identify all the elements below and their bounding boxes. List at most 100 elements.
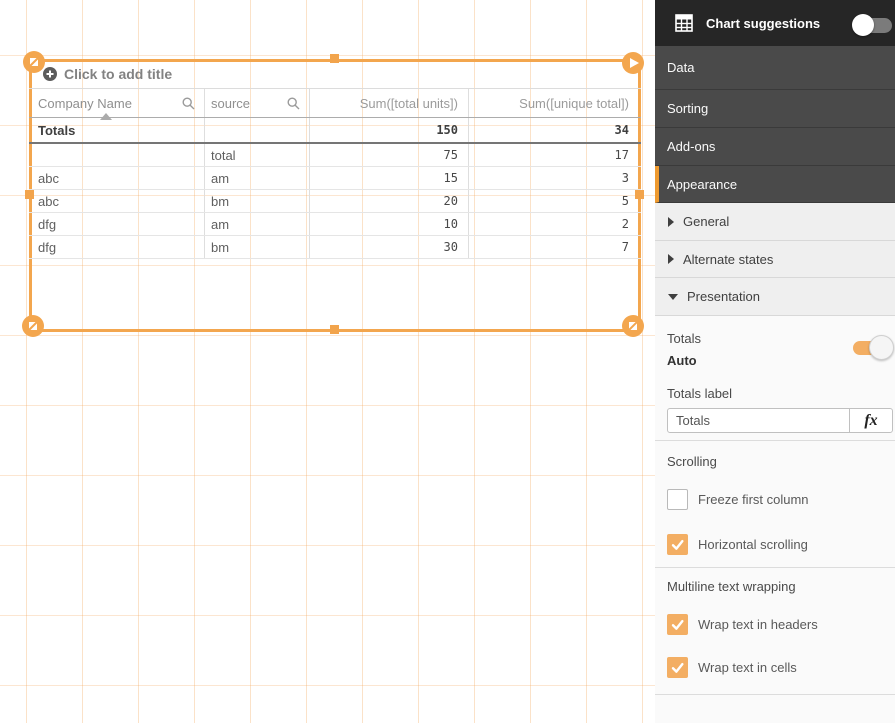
totals-toggle[interactable] xyxy=(853,335,895,361)
table-icon xyxy=(675,14,693,32)
column-header-company-name[interactable]: Company Name xyxy=(29,89,205,117)
sort-ascending-icon xyxy=(100,113,112,120)
nav-item-appearance[interactable]: Appearance xyxy=(655,166,895,203)
totals-setting-label: Totals xyxy=(667,331,701,346)
nav-item-data[interactable]: Data xyxy=(655,46,895,90)
nav-item-sorting[interactable]: Sorting xyxy=(655,90,895,128)
check-icon xyxy=(671,619,684,630)
source-cell[interactable]: bm xyxy=(205,190,310,212)
play-icon xyxy=(630,58,639,68)
accordion-alternate-states[interactable]: Alternate states xyxy=(655,241,895,278)
checkbox-unchecked[interactable] xyxy=(667,489,688,510)
chevron-right-icon xyxy=(668,216,674,227)
search-icon[interactable] xyxy=(182,96,195,110)
straight-table: Company Name source Sum([total units]) xyxy=(29,88,641,259)
totals-label-input-group: fx xyxy=(667,408,893,433)
unique-total-cell: 2 xyxy=(621,217,629,231)
total-units-cell: 20 xyxy=(310,190,469,212)
totals-empty-cell xyxy=(205,118,310,142)
plus-circle-icon xyxy=(43,67,57,81)
search-icon[interactable] xyxy=(287,96,300,110)
chevron-down-icon xyxy=(668,293,678,300)
chart-suggestions-toggle[interactable] xyxy=(852,13,895,37)
sheet-canvas[interactable]: Click to add title Company Name source xyxy=(0,0,655,723)
resize-icon xyxy=(27,55,41,69)
resize-icon xyxy=(626,319,640,333)
check-icon xyxy=(671,662,684,673)
accordion-general[interactable]: General xyxy=(655,203,895,241)
chart-title-placeholder[interactable]: Click to add title xyxy=(43,61,172,87)
totals-label-cell: Totals xyxy=(29,118,205,142)
totals-setting-value: Auto xyxy=(667,353,697,368)
table-row: dfg am 10 2 xyxy=(29,213,641,236)
title-placeholder-text: Click to add title xyxy=(64,66,173,82)
table-row: dfg bm 30 7 xyxy=(29,236,641,259)
nav-item-add-ons[interactable]: Add-ons xyxy=(655,128,895,166)
source-cell[interactable]: bm xyxy=(205,236,310,258)
total-units-cell: 10 xyxy=(310,213,469,235)
check-icon xyxy=(671,539,684,550)
divider xyxy=(655,567,895,568)
checkbox-checked[interactable] xyxy=(667,534,688,555)
table-row: abc am 15 3 xyxy=(29,167,641,190)
resize-handle-bottom-right[interactable] xyxy=(622,315,644,337)
totals-label-caption: Totals label xyxy=(667,386,733,401)
checkbox-checked[interactable] xyxy=(667,657,688,678)
resize-handle-bottom-left[interactable] xyxy=(22,315,44,337)
company-cell[interactable]: dfg xyxy=(29,236,205,258)
company-cell[interactable] xyxy=(29,144,205,166)
unique-total-cell: 17 xyxy=(614,148,629,162)
totals-label-input[interactable] xyxy=(668,409,849,432)
table-row: abc bm 20 5 xyxy=(29,190,641,213)
wrap-text-cells-option[interactable]: Wrap text in cells xyxy=(667,657,797,678)
resize-handle-right[interactable] xyxy=(635,190,644,199)
column-header-unique-total[interactable]: Sum([unique total]) xyxy=(519,95,629,111)
source-cell[interactable]: total xyxy=(205,144,310,166)
divider xyxy=(655,694,895,695)
scrolling-section-label: Scrolling xyxy=(667,454,717,469)
total-units-cell: 30 xyxy=(310,236,469,258)
totals-unique-total: 34 xyxy=(614,123,629,137)
total-units-cell: 15 xyxy=(310,167,469,189)
company-cell[interactable]: abc xyxy=(29,190,205,212)
totals-total-units: 150 xyxy=(310,118,469,142)
checkbox-checked[interactable] xyxy=(667,614,688,635)
column-header-total-units[interactable]: Sum([total units]) xyxy=(310,89,469,117)
resize-handle-top[interactable] xyxy=(330,54,339,63)
freeze-first-column-label: Freeze first column xyxy=(698,492,809,507)
resize-icon xyxy=(26,319,40,333)
company-cell[interactable]: abc xyxy=(29,167,205,189)
wrap-text-cells-label: Wrap text in cells xyxy=(698,660,797,675)
freeze-first-column-option[interactable]: Freeze first column xyxy=(667,489,809,510)
wrap-text-headers-option[interactable]: Wrap text in headers xyxy=(667,614,818,635)
total-units-cell: 75 xyxy=(310,144,469,166)
resize-handle-bottom[interactable] xyxy=(330,325,339,334)
wrap-text-headers-label: Wrap text in headers xyxy=(698,617,818,632)
toggle-knob xyxy=(869,335,894,360)
source-cell[interactable]: am xyxy=(205,213,310,235)
horizontal-scrolling-option[interactable]: Horizontal scrolling xyxy=(667,534,808,555)
divider xyxy=(655,440,895,441)
totals-row: Totals 150 34 xyxy=(29,118,641,144)
chevron-right-icon xyxy=(668,254,674,264)
properties-panel: Chart suggestions Data Sorting Add-ons A… xyxy=(655,0,895,723)
table-header-row: Company Name source Sum([total units]) xyxy=(29,89,641,118)
toggle-knob xyxy=(852,14,874,36)
unique-total-cell: 3 xyxy=(621,171,629,185)
unique-total-cell: 5 xyxy=(621,194,629,208)
accordion-presentation[interactable]: Presentation xyxy=(655,278,895,316)
multiline-section-label: Multiline text wrapping xyxy=(667,579,796,594)
source-cell[interactable]: am xyxy=(205,167,310,189)
resize-handle-left[interactable] xyxy=(25,190,34,199)
action-handle-top-right[interactable] xyxy=(622,52,644,74)
horizontal-scrolling-label: Horizontal scrolling xyxy=(698,537,808,552)
unique-total-cell: 7 xyxy=(621,240,629,254)
chart-suggestions-label: Chart suggestions xyxy=(706,15,821,31)
resize-handle-top-left[interactable] xyxy=(23,51,45,73)
company-cell[interactable]: dfg xyxy=(29,213,205,235)
chart-suggestions-header: Chart suggestions xyxy=(655,0,895,46)
column-header-source[interactable]: source xyxy=(205,89,310,117)
expression-fx-button[interactable]: fx xyxy=(849,409,892,432)
table-row: total 75 17 xyxy=(29,144,641,167)
